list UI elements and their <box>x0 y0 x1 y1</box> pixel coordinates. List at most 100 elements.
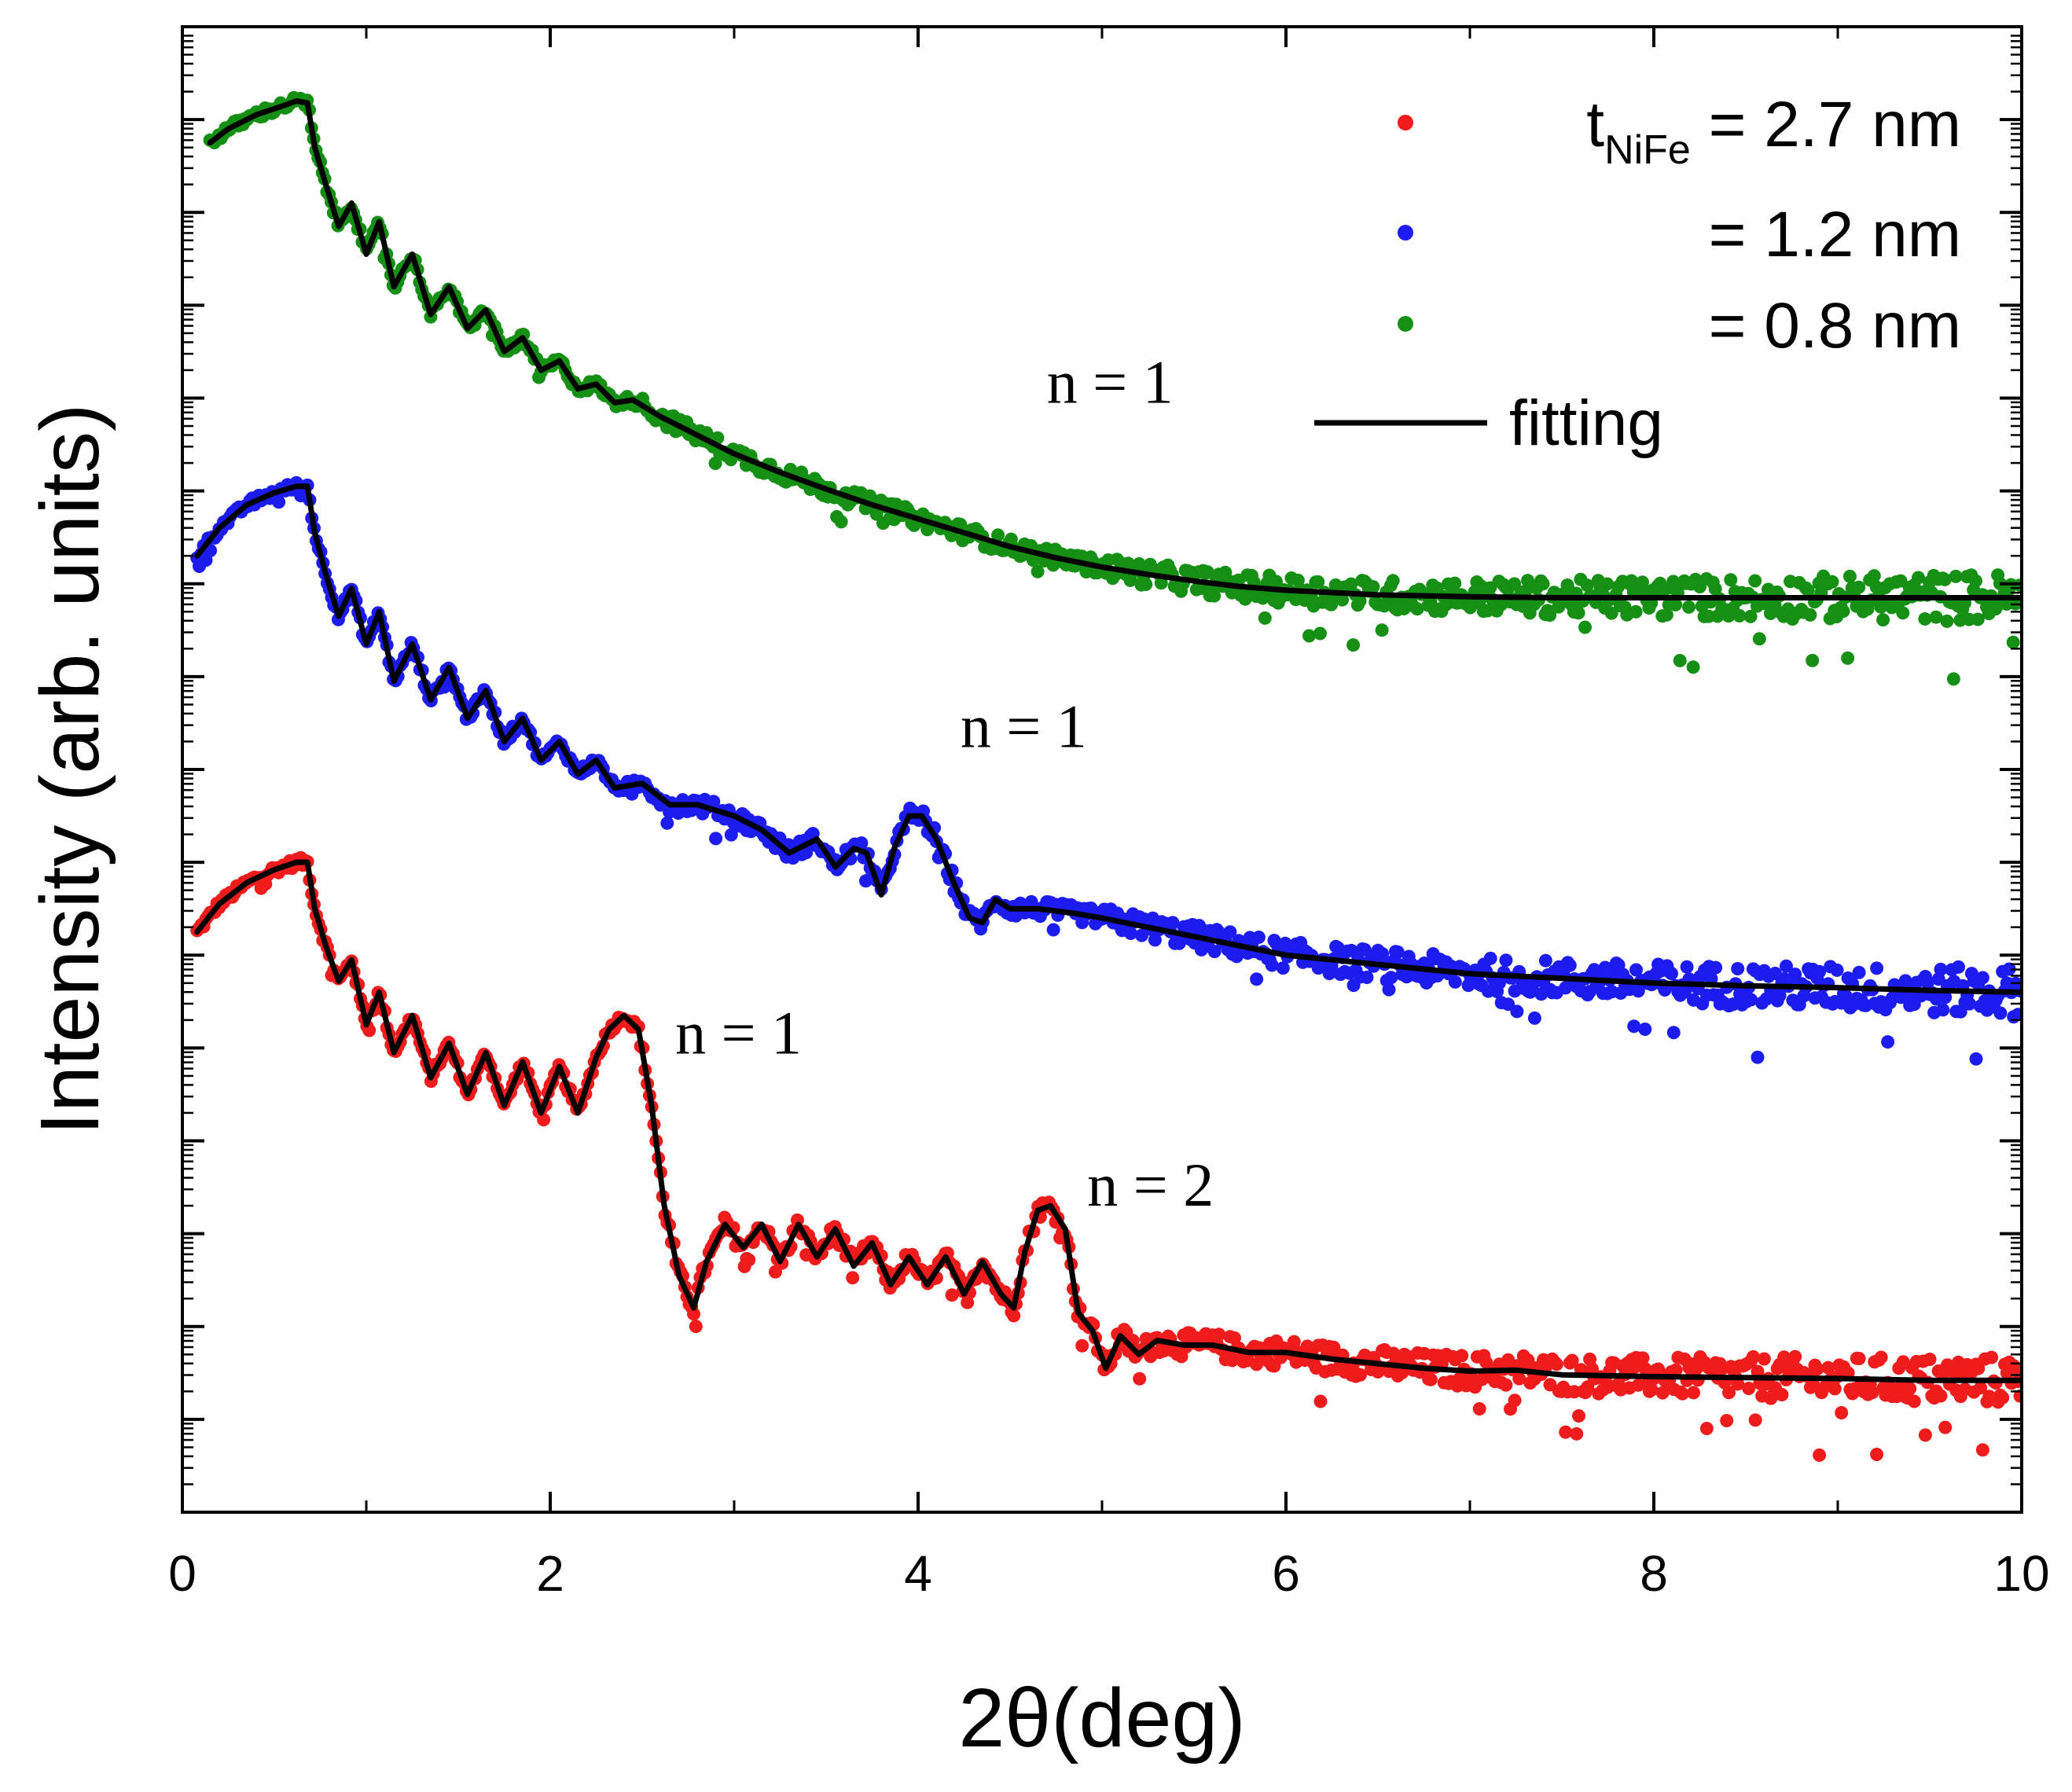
data-point <box>1424 1372 1438 1386</box>
data-point <box>1835 1406 1849 1419</box>
data-point <box>1212 1327 1226 1342</box>
data-point <box>1148 933 1162 947</box>
data-point <box>1346 638 1361 652</box>
data-point <box>1538 953 1552 968</box>
data-point <box>2002 962 2016 976</box>
x-tick-label: 4 <box>904 1545 932 1602</box>
data-point <box>1788 968 1802 982</box>
data-point <box>1225 1353 1240 1368</box>
data-point <box>1788 1350 1802 1364</box>
data-point <box>1410 602 1424 616</box>
data-point <box>1934 962 1948 976</box>
data-point <box>724 828 738 842</box>
data-point <box>1748 574 1762 588</box>
data-point <box>1748 1413 1762 1427</box>
legend-fit-label: fitting <box>1509 387 1663 459</box>
data-point <box>1722 1386 1736 1400</box>
data-point <box>1384 971 1398 985</box>
data-point <box>1335 593 1350 607</box>
data-point <box>1313 626 1327 641</box>
data-point <box>1483 951 1497 965</box>
data-point <box>1936 1003 1950 1017</box>
data-point <box>1658 983 1672 997</box>
data-point <box>1673 654 1687 667</box>
data-point <box>1565 1353 1579 1368</box>
data-point <box>1344 577 1358 591</box>
data-point <box>1912 571 1925 585</box>
annotation-2: n = 1 <box>961 692 1087 761</box>
data-point <box>1600 577 1615 591</box>
legend-marker-3 <box>1398 316 1413 332</box>
data-point <box>1302 629 1316 643</box>
data-point <box>1382 982 1396 997</box>
data-point <box>1971 612 1985 626</box>
data-point <box>1638 1361 1652 1375</box>
data-point <box>1720 1414 1734 1427</box>
data-point <box>1752 632 1766 646</box>
data-point <box>1313 1394 1328 1408</box>
data-point <box>1629 963 1643 977</box>
data-point <box>1974 1381 1988 1395</box>
fit-line-1 <box>194 859 2022 1383</box>
data-point <box>1985 1350 1999 1364</box>
data-point <box>1870 1448 1884 1461</box>
data-point <box>1920 976 1934 990</box>
data-point <box>2011 1008 2022 1022</box>
data-point <box>1746 1350 1760 1364</box>
data-point <box>1806 653 1820 667</box>
data-point <box>2006 635 2020 649</box>
data-point <box>709 832 723 846</box>
data-point <box>1527 1011 1541 1025</box>
data-point <box>1969 574 1982 588</box>
data-point <box>1874 1350 1888 1364</box>
data-point <box>1938 572 1952 586</box>
data-point <box>1124 927 1137 940</box>
data-point <box>1604 606 1618 620</box>
data-point <box>1751 1050 1765 1064</box>
data-point <box>1154 576 1168 590</box>
legend-marker-1 <box>1398 115 1413 130</box>
data-point <box>537 1113 551 1127</box>
data-point <box>1803 608 1817 622</box>
data-point <box>854 836 869 850</box>
data-point <box>1744 993 1758 1007</box>
data-point <box>1519 584 1533 598</box>
data-point <box>1731 962 1745 975</box>
data-point <box>1287 1335 1301 1349</box>
data-point <box>1578 620 1592 634</box>
data-point <box>1571 606 1585 620</box>
data-point <box>1903 1382 1917 1396</box>
data-point <box>1512 1372 1526 1386</box>
x-tick-label: 8 <box>1640 1545 1668 1602</box>
x-axis-title: 2θ(deg) <box>958 1672 1245 1764</box>
y-axis-title: Intensity (arb. units) <box>24 404 116 1136</box>
data-point <box>1724 573 1738 587</box>
fit-line-2 <box>194 483 2022 995</box>
data-point <box>1360 971 1374 984</box>
data-point <box>1570 1427 1584 1441</box>
data-point <box>1938 1420 1953 1434</box>
data-point <box>1598 960 1612 975</box>
data-point <box>1773 989 1787 1003</box>
data-point <box>1830 963 1844 977</box>
data-point <box>1666 1026 1681 1040</box>
data-point <box>1731 1377 1745 1391</box>
data-point <box>1075 1338 1089 1353</box>
legend-label-3: = 0.8 nm <box>1709 290 1961 362</box>
data-point <box>1993 1006 2008 1020</box>
data-point <box>1708 582 1722 596</box>
data-point <box>1046 923 1060 937</box>
data-point <box>1918 612 1932 626</box>
data-point <box>1030 564 1045 578</box>
data-point <box>1311 575 1325 589</box>
data-point <box>1265 958 1279 972</box>
data-point <box>1492 976 1506 990</box>
data-point <box>1676 1386 1689 1401</box>
data-point <box>1801 583 1815 597</box>
data-point <box>1810 1362 1824 1376</box>
annotation-1: n = 1 <box>1047 347 1174 416</box>
data-point <box>1251 931 1266 944</box>
legend-marker-2 <box>1398 225 1413 241</box>
legend-label-1: tNiFe = 2.7 nm <box>1586 89 1961 173</box>
data-point <box>1207 945 1222 959</box>
